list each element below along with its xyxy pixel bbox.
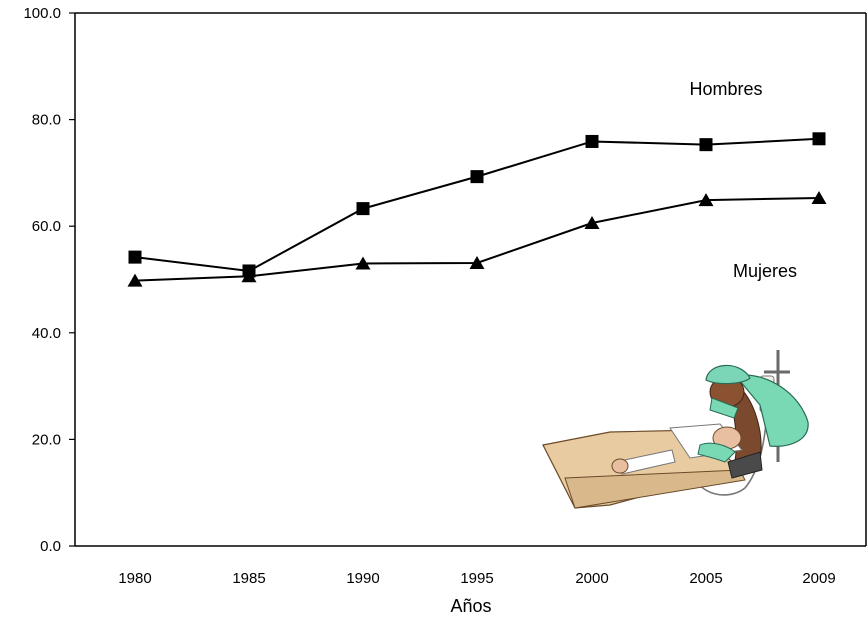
y-tick-label: 20.0 [32, 431, 61, 448]
series-markers [128, 132, 827, 286]
y-tick-label: 0.0 [40, 538, 61, 555]
x-tick-label: 1995 [460, 570, 493, 587]
y-tick-label: 40.0 [32, 325, 61, 342]
data-point-square [700, 138, 713, 151]
data-point-square [129, 251, 142, 264]
y-tick-label: 80.0 [32, 112, 61, 129]
y-tick-label: 100.0 [23, 5, 61, 22]
data-point-square [813, 132, 826, 145]
x-tick-label: 2009 [802, 570, 835, 587]
x-tick-labels: 1980 1985 1990 1995 2000 2005 2009 [118, 570, 835, 587]
y-tick-labels: 0.0 20.0 40.0 60.0 80.0 100.0 [23, 5, 75, 555]
data-point-square [357, 202, 370, 215]
data-point-square [471, 170, 484, 183]
x-tick-label: 2000 [575, 570, 608, 587]
y-tick-label: 60.0 [32, 218, 61, 235]
x-tick-label: 1980 [118, 570, 151, 587]
x-tick-label: 1990 [346, 570, 379, 587]
data-point-square [586, 135, 599, 148]
hospital-patient-illustration [543, 350, 808, 508]
x-tick-label: 2005 [689, 570, 722, 587]
x-tick-label: 1985 [232, 570, 265, 587]
x-axis-title: Años [450, 596, 491, 616]
series-label-mujeres: Mujeres [733, 261, 797, 281]
series-label-hombres: Hombres [689, 79, 762, 99]
series-line-hombres [135, 139, 819, 271]
